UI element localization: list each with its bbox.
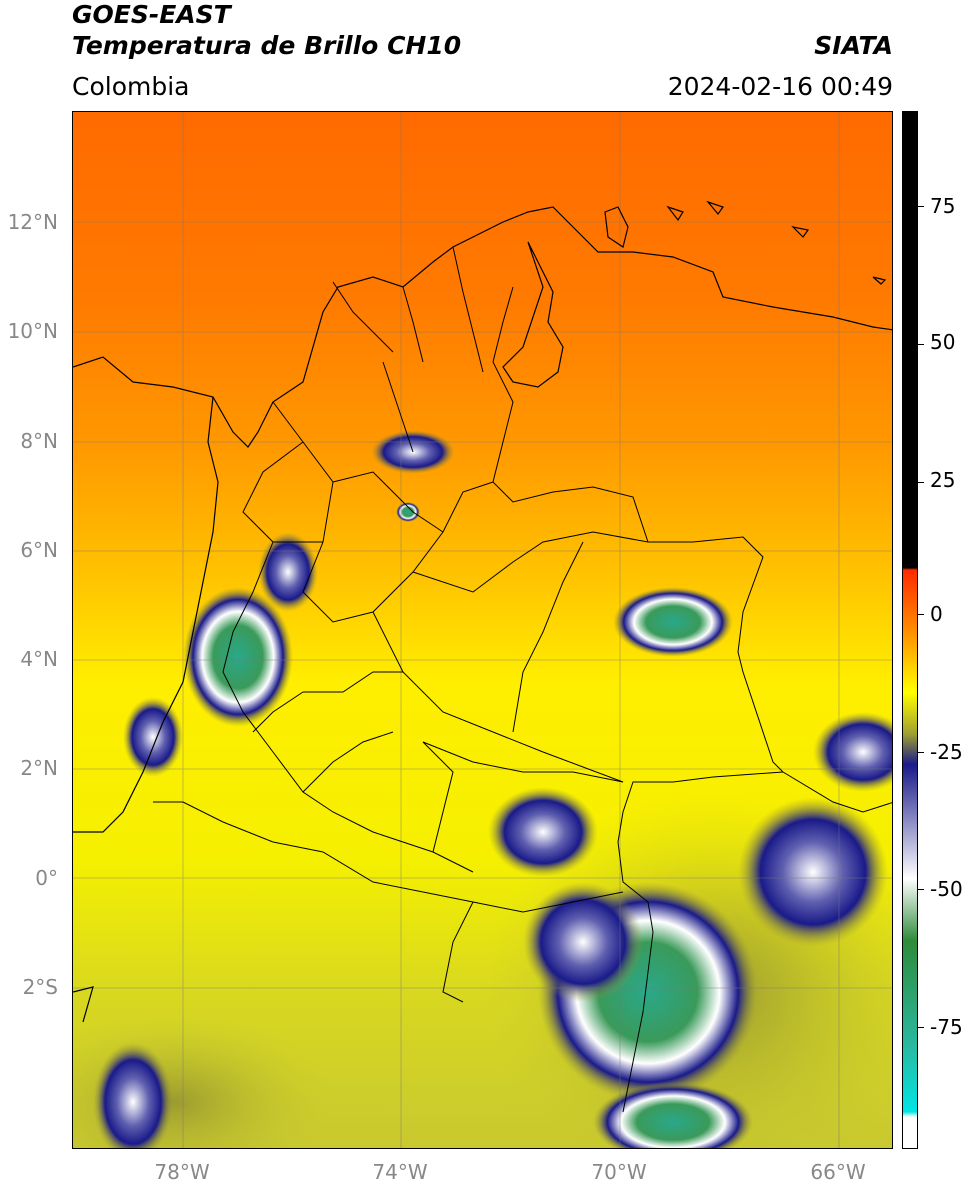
colorbar-label-50: 50 xyxy=(930,330,956,354)
cloud-cluster-south xyxy=(593,1082,753,1148)
cloud-cluster-vichada xyxy=(613,587,733,657)
lon-label-78w: 78°W xyxy=(154,1160,210,1184)
cloud-cluster-amazon-2 xyxy=(523,882,643,1002)
colorbar-tick-50 xyxy=(918,344,924,345)
satellite-title: GOES-EAST xyxy=(72,0,231,29)
admin-borders xyxy=(153,246,892,1113)
satellite-map xyxy=(72,111,893,1149)
colorbar-label-75: 75 xyxy=(930,194,956,218)
colorbar-label-minus25: -25 xyxy=(930,740,963,764)
lat-label-10n: 10°N xyxy=(7,319,58,343)
lat-label-6n: 6°N xyxy=(20,538,58,562)
product-title: Temperatura de Brillo CH10 xyxy=(72,31,462,60)
cloud-cluster-choco xyxy=(258,532,318,612)
cloud-cluster-east xyxy=(738,797,888,947)
colorbar-label-0: 0 xyxy=(930,602,943,626)
colorbar-tick-75 xyxy=(918,206,924,207)
map-canvas xyxy=(73,112,892,1148)
lat-label-12n: 12°N xyxy=(7,210,58,234)
datetime-label: 2024-02-16 00:49 xyxy=(667,72,893,101)
cloud-cluster-sw xyxy=(93,1042,173,1148)
lat-label-0: 0° xyxy=(35,866,58,890)
colorbar-tick-minus25 xyxy=(918,752,924,753)
lat-label-2s: 2°S xyxy=(22,975,58,999)
lon-label-74w: 74°W xyxy=(372,1160,428,1184)
colorbar-label-minus75: -75 xyxy=(930,1015,963,1039)
lat-label-8n: 8°N xyxy=(20,429,58,453)
colorbar-label-minus50: -50 xyxy=(930,877,963,901)
coastlines xyxy=(73,200,892,1023)
cloud-cluster-vaupes xyxy=(488,787,598,877)
colorbar-label-25: 25 xyxy=(930,468,956,492)
colorbar-tick-minus50 xyxy=(918,889,924,890)
lat-label-2n: 2°N xyxy=(20,756,58,780)
agency-title: SIATA xyxy=(814,31,893,60)
colorbar-tick-minus75 xyxy=(918,1027,924,1028)
lon-label-66w: 66°W xyxy=(810,1160,866,1184)
cloud-cluster-pacific xyxy=(183,587,293,727)
region-label: Colombia xyxy=(72,72,190,101)
lat-label-4n: 4°N xyxy=(20,647,58,671)
colorbar-tick-25 xyxy=(918,482,924,483)
cloud-cell-small xyxy=(396,502,420,522)
colorbar xyxy=(902,111,918,1149)
lon-label-70w: 70°W xyxy=(591,1160,647,1184)
cloud-cluster-narino xyxy=(123,697,183,777)
cloud-cluster-far-east xyxy=(813,712,892,792)
colorbar-tick-0 xyxy=(918,614,924,615)
